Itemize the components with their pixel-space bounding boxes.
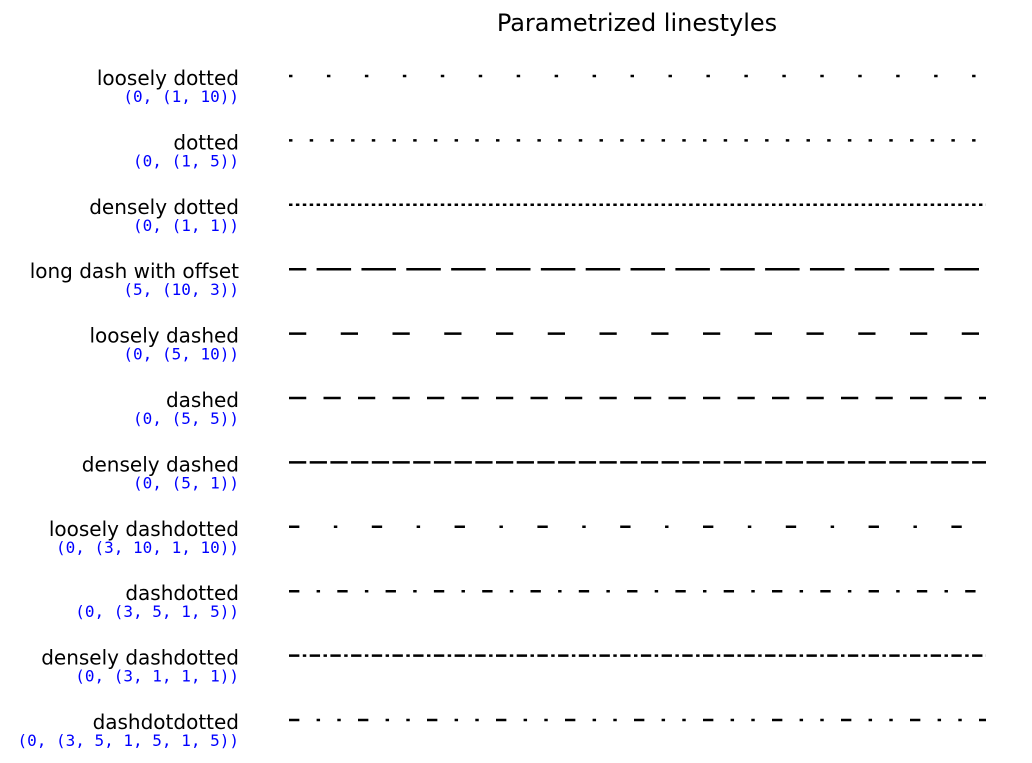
linestyle-name-label: loosely dashdotted [49,517,239,541]
linestyle-code-label: (0, (3, 5, 1, 5)) [75,602,239,621]
linestyle-row: loosely dashed(0, (5, 10)) [89,324,986,364]
linestyle-code-label: (0, (3, 5, 1, 5, 1, 5)) [17,731,239,750]
linestyle-row: long dash with offset(5, (10, 3)) [30,259,986,299]
linestyle-code-label: (0, (1, 5)) [133,151,239,170]
linestyle-row: dashed(0, (5, 5)) [133,388,986,428]
linestyle-name-label: dashdotted [125,581,239,605]
linestyle-code-label: (5, (10, 3)) [123,280,239,299]
linestyle-name-label: densely dotted [89,195,239,219]
linestyle-name-label: dotted [173,130,239,154]
linestyle-row: loosely dotted(0, (1, 10)) [97,66,986,106]
linestyle-name-label: densely dashed [82,452,239,476]
linestyle-rows: loosely dotted(0, (1, 10))dotted(0, (1, … [17,66,986,750]
linestyle-code-label: (0, (1, 1)) [133,216,239,235]
linestyle-code-label: (0, (1, 10)) [123,87,239,106]
linestyle-row: loosely dashdotted(0, (3, 10, 1, 10)) [49,517,986,557]
linestyle-name-label: densely dashdotted [41,646,239,670]
linestyle-code-label: (0, (5, 1)) [133,473,239,492]
linestyle-name-label: long dash with offset [30,259,239,283]
chart-title: Parametrized linestyles [497,9,777,37]
linestyle-row: dashdotdotted(0, (3, 5, 1, 5, 1, 5)) [17,710,986,750]
linestyle-row: dotted(0, (1, 5)) [133,130,986,170]
linestyle-row: densely dashed(0, (5, 1)) [82,452,986,492]
linestyle-name-label: dashed [166,388,239,412]
linestyle-row: dashdotted(0, (3, 5, 1, 5)) [75,581,986,621]
linestyle-name-label: dashdotdotted [93,710,239,734]
linestyle-code-label: (0, (3, 10, 1, 10)) [56,538,239,557]
linestyle-name-label: loosely dotted [97,66,239,90]
linestyle-code-label: (0, (5, 5)) [133,409,239,428]
linestyle-name-label: loosely dashed [89,324,239,348]
linestyle-row: densely dotted(0, (1, 1)) [89,195,986,235]
linestyle-row: densely dashdotted(0, (3, 1, 1, 1)) [41,646,986,686]
linestyle-code-label: (0, (5, 10)) [123,345,239,364]
linestyle-code-label: (0, (3, 1, 1, 1)) [75,667,239,686]
